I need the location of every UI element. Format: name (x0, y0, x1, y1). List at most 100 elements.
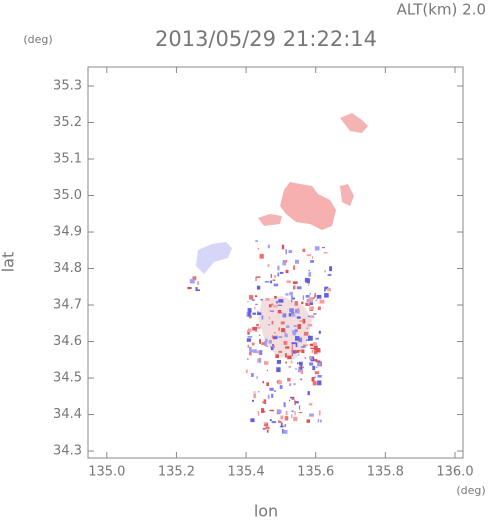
echo-speckle (256, 350, 260, 354)
echo-speckle (269, 419, 272, 422)
echo-speckle (284, 333, 288, 338)
echo-speckle (278, 327, 280, 331)
echo-speckle (249, 351, 252, 356)
echo-speckle (274, 390, 276, 393)
echo-speckle (288, 313, 292, 317)
echo-speckle (257, 310, 259, 313)
echo-speckle (277, 380, 282, 385)
echo-speckle (289, 291, 293, 296)
echo-speckle (294, 350, 300, 353)
echo-speckle (308, 301, 311, 305)
echo-speckle (258, 334, 261, 336)
echo-speckle (291, 396, 295, 401)
y-tick-label: 35.2 (53, 115, 82, 130)
echo-speckle (247, 358, 249, 361)
echo-speckle (268, 316, 271, 320)
echo-speckle (283, 402, 286, 408)
echo-speckle (293, 265, 295, 270)
echo-speckle (313, 349, 318, 355)
echo-speckle (256, 323, 259, 327)
echo-speckle (272, 344, 275, 347)
echo-speckle (302, 366, 304, 369)
echo-speckle (278, 336, 283, 338)
echo-speckle (248, 295, 254, 300)
echo-speckle (275, 354, 279, 359)
echo-area (340, 184, 354, 206)
echo-speckle (285, 269, 289, 274)
echo-speckle (256, 375, 258, 380)
echo-speckle (251, 342, 255, 346)
echo-speckle (287, 377, 291, 382)
echo-speckle (270, 310, 275, 312)
echo-speckle (262, 427, 266, 430)
echo-speckle (258, 391, 260, 393)
echo-speckle (323, 251, 328, 254)
echo-speckle (279, 385, 283, 389)
echo-speckle (282, 313, 287, 318)
echo-speckle (258, 357, 262, 363)
echo-speckle (280, 422, 283, 428)
echo-speckle (298, 405, 301, 410)
echo-speckle (278, 299, 284, 303)
echo-speckle (286, 325, 290, 328)
echo-speckle (195, 287, 198, 290)
echo-speckle (282, 260, 287, 266)
echo-area (280, 182, 336, 230)
echo-speckle (285, 361, 287, 364)
echo-speckle (197, 281, 200, 285)
echo-speckle (189, 279, 195, 284)
echo-speckle (306, 327, 309, 329)
echo-speckle (257, 248, 260, 250)
echo-speckle (247, 336, 253, 338)
echo-speckle (278, 420, 282, 424)
echo-speckle (298, 337, 303, 343)
echo-speckle (290, 311, 295, 314)
echo-speckle (277, 309, 282, 314)
echo-speckle (308, 272, 312, 277)
echo-speckle (269, 387, 274, 391)
echo-speckle (291, 299, 293, 303)
echo-speckle (295, 368, 297, 370)
echo-speckle (250, 418, 255, 423)
echo-speckle (247, 332, 250, 335)
echo-speckle (255, 295, 258, 298)
echo-speckle (270, 280, 273, 284)
echo-speckle (301, 301, 304, 305)
echo-speckle (256, 312, 262, 315)
echo-speckle (317, 306, 321, 311)
echo-speckle (290, 360, 293, 364)
echo-speckle (289, 396, 294, 399)
echo-speckle (309, 292, 311, 295)
x-tick-label: 135.0 (88, 465, 125, 480)
echo-speckle (303, 331, 309, 336)
echo-speckle (273, 283, 279, 287)
echo-speckle (267, 244, 270, 249)
echo-speckle (309, 343, 315, 347)
echo-speckle (308, 281, 310, 286)
echo-speckle (281, 312, 283, 314)
echo-speckle (285, 346, 290, 349)
y-tick-label: 34.9 (53, 225, 82, 240)
echo-speckle (256, 285, 261, 290)
echo-speckle (315, 299, 318, 302)
echo-speckle (296, 316, 301, 319)
echo-speckle (322, 247, 326, 249)
echo-speckle (289, 308, 294, 313)
echo-speckle (291, 314, 296, 317)
timestamp: 2013/05/29 21:22:14 (155, 27, 377, 51)
echo-speckle (270, 273, 272, 278)
echo-speckle (281, 328, 286, 333)
echo-speckle (307, 335, 313, 341)
echo-speckle (300, 365, 303, 371)
echo-speckle (255, 277, 258, 281)
echo-speckle (295, 336, 300, 341)
echo-speckle (261, 315, 264, 320)
echo-speckle (285, 249, 287, 255)
echo-area (258, 214, 282, 226)
echo-speckle (283, 331, 287, 334)
echo-speckle (269, 409, 275, 412)
echo-speckle (324, 288, 326, 292)
echo-speckle (294, 329, 298, 332)
echo-speckle (317, 418, 320, 423)
echo-speckle (286, 280, 291, 284)
